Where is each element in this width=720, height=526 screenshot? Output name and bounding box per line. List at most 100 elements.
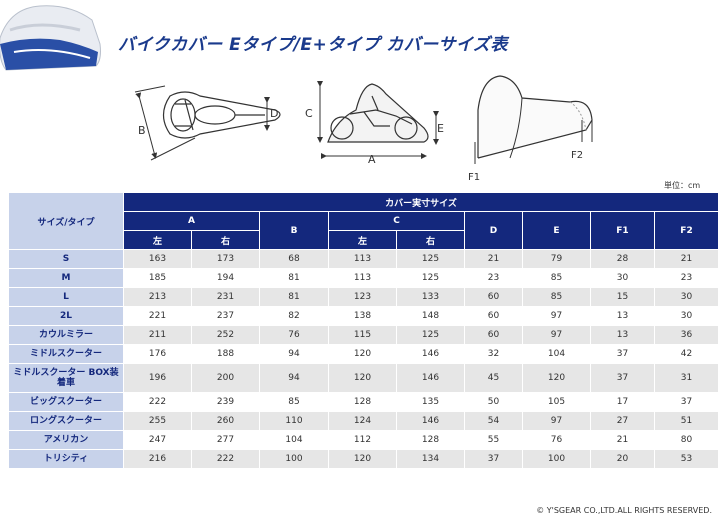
cell-f1: 37 [591,345,654,363]
cell-c-r: 125 [397,326,464,344]
label-c: C [305,107,313,120]
col-c-right-header: 右 [397,231,464,249]
cell-a-r: 194 [192,269,259,287]
cell-c-r: 133 [397,288,464,306]
cell-b: 81 [260,288,328,306]
cell-c-l: 120 [329,450,396,468]
row-size-name: ミドルスクーター BOX装着車 [9,364,123,392]
cell-c-r: 146 [397,412,464,430]
label-d: D [270,107,279,120]
cell-f2: 23 [655,269,719,287]
cell-f1: 21 [591,431,654,449]
table-row: アメリカン 247 277 104 112 128 55 76 21 80 [9,431,719,449]
cell-b: 94 [260,345,328,363]
label-b: B [138,124,146,137]
cell-f2: 31 [655,364,719,392]
cell-a-l: 211 [124,326,191,344]
cell-e: 97 [523,307,590,325]
cell-a-r: 237 [192,307,259,325]
cell-f2: 51 [655,412,719,430]
cell-c-l: 112 [329,431,396,449]
size-table: サイズ/タイプ カバー実寸サイズ A B C D E F1 F2 左 右 左 右… [8,192,719,469]
bike-cover-product-image [0,5,101,71]
cell-b: 68 [260,250,328,268]
cell-c-r: 128 [397,431,464,449]
cell-d: 21 [465,250,522,268]
cell-a-l: 247 [124,431,191,449]
row-size-name: トリシティ [9,450,123,468]
cell-d: 55 [465,431,522,449]
cell-a-l: 216 [124,450,191,468]
cell-e: 120 [523,364,590,392]
label-a: A [368,153,376,166]
cell-a-r: 231 [192,288,259,306]
table-row: ミドルスクーター BOX装着車 196 200 94 120 146 45 120 37 31 [9,364,719,392]
cell-c-r: 135 [397,393,464,411]
cell-e: 79 [523,250,590,268]
cell-b: 100 [260,450,328,468]
cell-f2: 36 [655,326,719,344]
cell-a-r: 277 [192,431,259,449]
cell-a-r: 260 [192,412,259,430]
cell-d: 60 [465,288,522,306]
cell-a-r: 188 [192,345,259,363]
page-title: バイクカバー Eタイプ/E+タイプ カバーサイズ表 [118,35,508,55]
row-size-name: ミドルスクーター [9,345,123,363]
cell-b: 81 [260,269,328,287]
cell-c-l: 123 [329,288,396,306]
cell-d: 37 [465,450,522,468]
cell-c-r: 125 [397,269,464,287]
cell-f2: 37 [655,393,719,411]
cell-b: 94 [260,364,328,392]
cell-a-r: 173 [192,250,259,268]
cell-f1: 37 [591,364,654,392]
cell-e: 97 [523,326,590,344]
cell-f2: 53 [655,450,719,468]
table-row: L 213 231 81 123 133 60 85 15 30 [9,288,719,306]
cell-a-l: 163 [124,250,191,268]
cell-a-r: 200 [192,364,259,392]
row-size-name: カウルミラー [9,326,123,344]
cell-a-r: 239 [192,393,259,411]
row-size-name: ビッグスクーター [9,393,123,411]
col-c-header: C [329,212,464,230]
cell-d: 50 [465,393,522,411]
col-c-left-header: 左 [329,231,396,249]
table-row: ビッグスクーター 222 239 85 128 135 50 105 17 37 [9,393,719,411]
table-row: カウルミラー 211 252 76 115 125 60 97 13 36 [9,326,719,344]
row-size-name: ロングスクーター [9,412,123,430]
side-view-diagram [317,81,439,159]
cell-c-l: 115 [329,326,396,344]
cell-f2: 30 [655,307,719,325]
cell-f1: 15 [591,288,654,306]
cell-f2: 21 [655,250,719,268]
cell-a-l: 176 [124,345,191,363]
cell-f2: 80 [655,431,719,449]
cell-e: 100 [523,450,590,468]
row-size-name: S [9,250,123,268]
cell-f1: 13 [591,307,654,325]
cell-e: 105 [523,393,590,411]
cell-c-l: 128 [329,393,396,411]
cell-b: 110 [260,412,328,430]
col-f2-header: F2 [655,212,719,249]
cell-f1: 28 [591,250,654,268]
cell-c-l: 120 [329,364,396,392]
col-a-right-header: 右 [192,231,259,249]
cell-c-l: 138 [329,307,396,325]
row-size-name: M [9,269,123,287]
cell-e: 97 [523,412,590,430]
cell-a-l: 213 [124,288,191,306]
cell-a-r: 222 [192,450,259,468]
row-size-name: アメリカン [9,431,123,449]
cell-e: 76 [523,431,590,449]
cell-f1: 20 [591,450,654,468]
cell-f1: 17 [591,393,654,411]
table-row: M 185 194 81 113 125 23 85 30 23 [9,269,719,287]
cell-d: 54 [465,412,522,430]
cell-a-l: 221 [124,307,191,325]
cell-f1: 27 [591,412,654,430]
cell-c-r: 134 [397,450,464,468]
cell-b: 76 [260,326,328,344]
cell-b: 85 [260,393,328,411]
